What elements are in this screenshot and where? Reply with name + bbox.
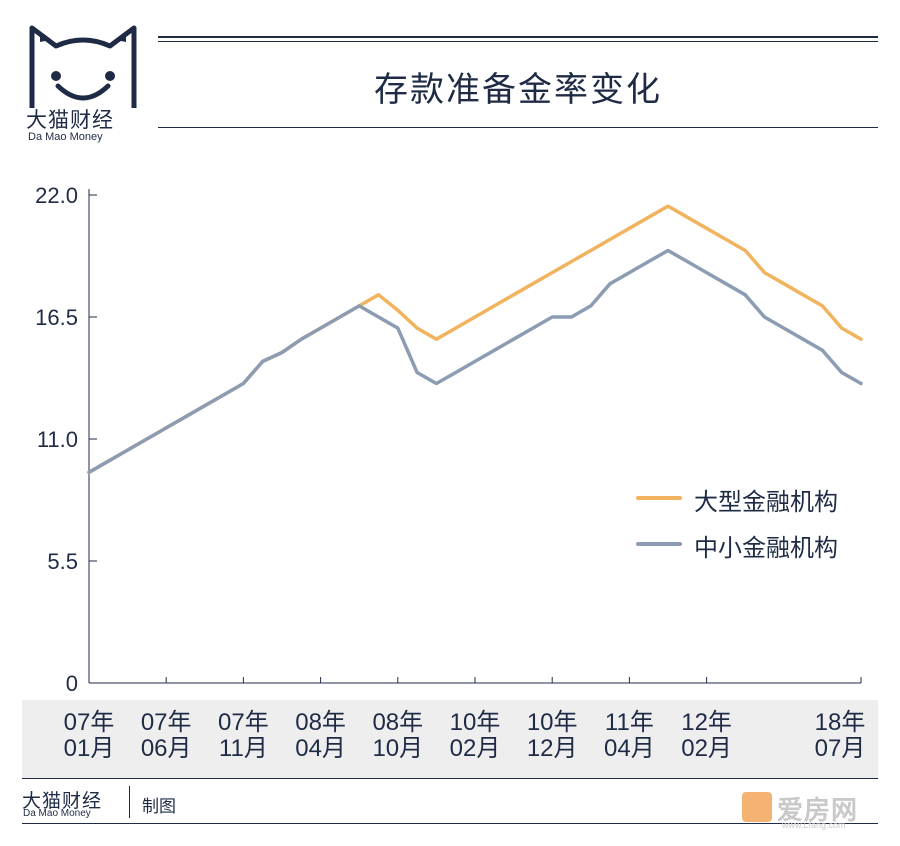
x-tick-year: 07年: [140, 709, 192, 736]
chart-title: 存款准备金率变化: [374, 70, 662, 110]
watermark-text: 爱房网: [777, 796, 859, 826]
x-tick-label: 18年 07月: [805, 710, 875, 762]
x-tick-year: 08年: [372, 709, 424, 736]
footer-brand-cn: 大猫财经: [22, 790, 103, 812]
footer-rule-top: [22, 778, 878, 779]
x-tick-year: 12年: [681, 709, 732, 736]
x-tick-month: 04月: [604, 735, 655, 762]
footer-brand-en: Da Mao Money: [23, 808, 91, 819]
legend-label-large: 大型金融机构: [694, 488, 838, 516]
x-tick-year: 07年: [218, 709, 269, 736]
x-tick-month: 06月: [140, 735, 192, 762]
x-tick-label: 12年 02月: [672, 710, 742, 762]
y-tick-label: 16.5: [35, 305, 78, 330]
x-tick-month: 11月: [218, 735, 268, 762]
title-underline: [158, 127, 878, 128]
x-tick-label: 07年 11月: [208, 710, 278, 762]
x-tick-month: 07月: [814, 735, 866, 762]
x-tick-label: 08年 10月: [363, 710, 433, 762]
x-axis-band: [22, 700, 878, 778]
x-tick-label: 07年 06月: [131, 710, 201, 762]
x-tick-year: 08年: [295, 709, 346, 736]
footer-separator: [129, 786, 130, 818]
cat-logo-icon: [29, 25, 137, 108]
x-tick-label: 08年 04月: [286, 710, 356, 762]
x-tick-label: 10年 12月: [517, 710, 587, 762]
watermark: 爱房网 www.Lfang.com: [742, 784, 882, 834]
series-line-small: [87, 248, 863, 475]
header-rule-thick: [158, 36, 878, 38]
series-line-large: [87, 204, 863, 475]
x-tick-month: 02月: [681, 735, 732, 762]
brand-name-cn: 大猫财经: [26, 108, 114, 132]
x-tick-year: 18年: [814, 709, 866, 736]
x-tick-year: 07年: [63, 709, 115, 736]
x-tick-month: 10月: [372, 735, 424, 762]
footer-rule-bottom: [22, 823, 878, 824]
line-chart: 22.0 16.5 11.0 5.5 0: [35, 183, 863, 696]
x-tick-month: 02月: [449, 735, 501, 762]
x-tick-year: 10年: [526, 709, 578, 736]
legend-swatch-small: [636, 542, 682, 546]
y-tick-label: 22.0: [35, 183, 78, 208]
x-tick-label: 10年 02月: [440, 710, 510, 762]
x-tick-year: 10年: [449, 709, 501, 736]
footer-made-by: 制图: [142, 797, 176, 817]
x-tick-month: 12月: [526, 735, 578, 762]
brand-logo: [18, 18, 148, 148]
header-rule-thin: [158, 41, 878, 42]
watermark-url: www.Lfang.com: [782, 820, 846, 830]
x-tick-month: 04月: [295, 735, 346, 762]
x-tick-label: 07年 01月: [54, 710, 124, 762]
x-tick-year: 11年: [604, 709, 654, 736]
brand-name-en: Da Mao Money: [28, 131, 103, 143]
legend-swatch-large: [636, 496, 682, 500]
watermark-logo-icon: [742, 792, 772, 822]
y-tick-label: 5.5: [47, 549, 78, 574]
y-tick-label: 11.0: [37, 427, 78, 452]
y-tick-label: 0: [66, 671, 78, 696]
x-tick-label: 11年 04月: [594, 710, 664, 762]
legend-label-small: 中小金融机构: [694, 534, 838, 562]
x-tick-month: 01月: [63, 735, 115, 762]
